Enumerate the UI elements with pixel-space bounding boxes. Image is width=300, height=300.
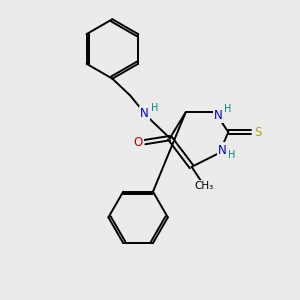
Text: N: N bbox=[214, 109, 223, 122]
Text: H: H bbox=[228, 150, 235, 160]
Text: N: N bbox=[218, 143, 227, 157]
Text: O: O bbox=[134, 136, 143, 148]
Text: S: S bbox=[254, 126, 262, 139]
Text: H: H bbox=[151, 103, 159, 113]
Text: N: N bbox=[140, 107, 148, 120]
Text: H: H bbox=[224, 104, 231, 114]
Text: CH₃: CH₃ bbox=[195, 181, 214, 191]
